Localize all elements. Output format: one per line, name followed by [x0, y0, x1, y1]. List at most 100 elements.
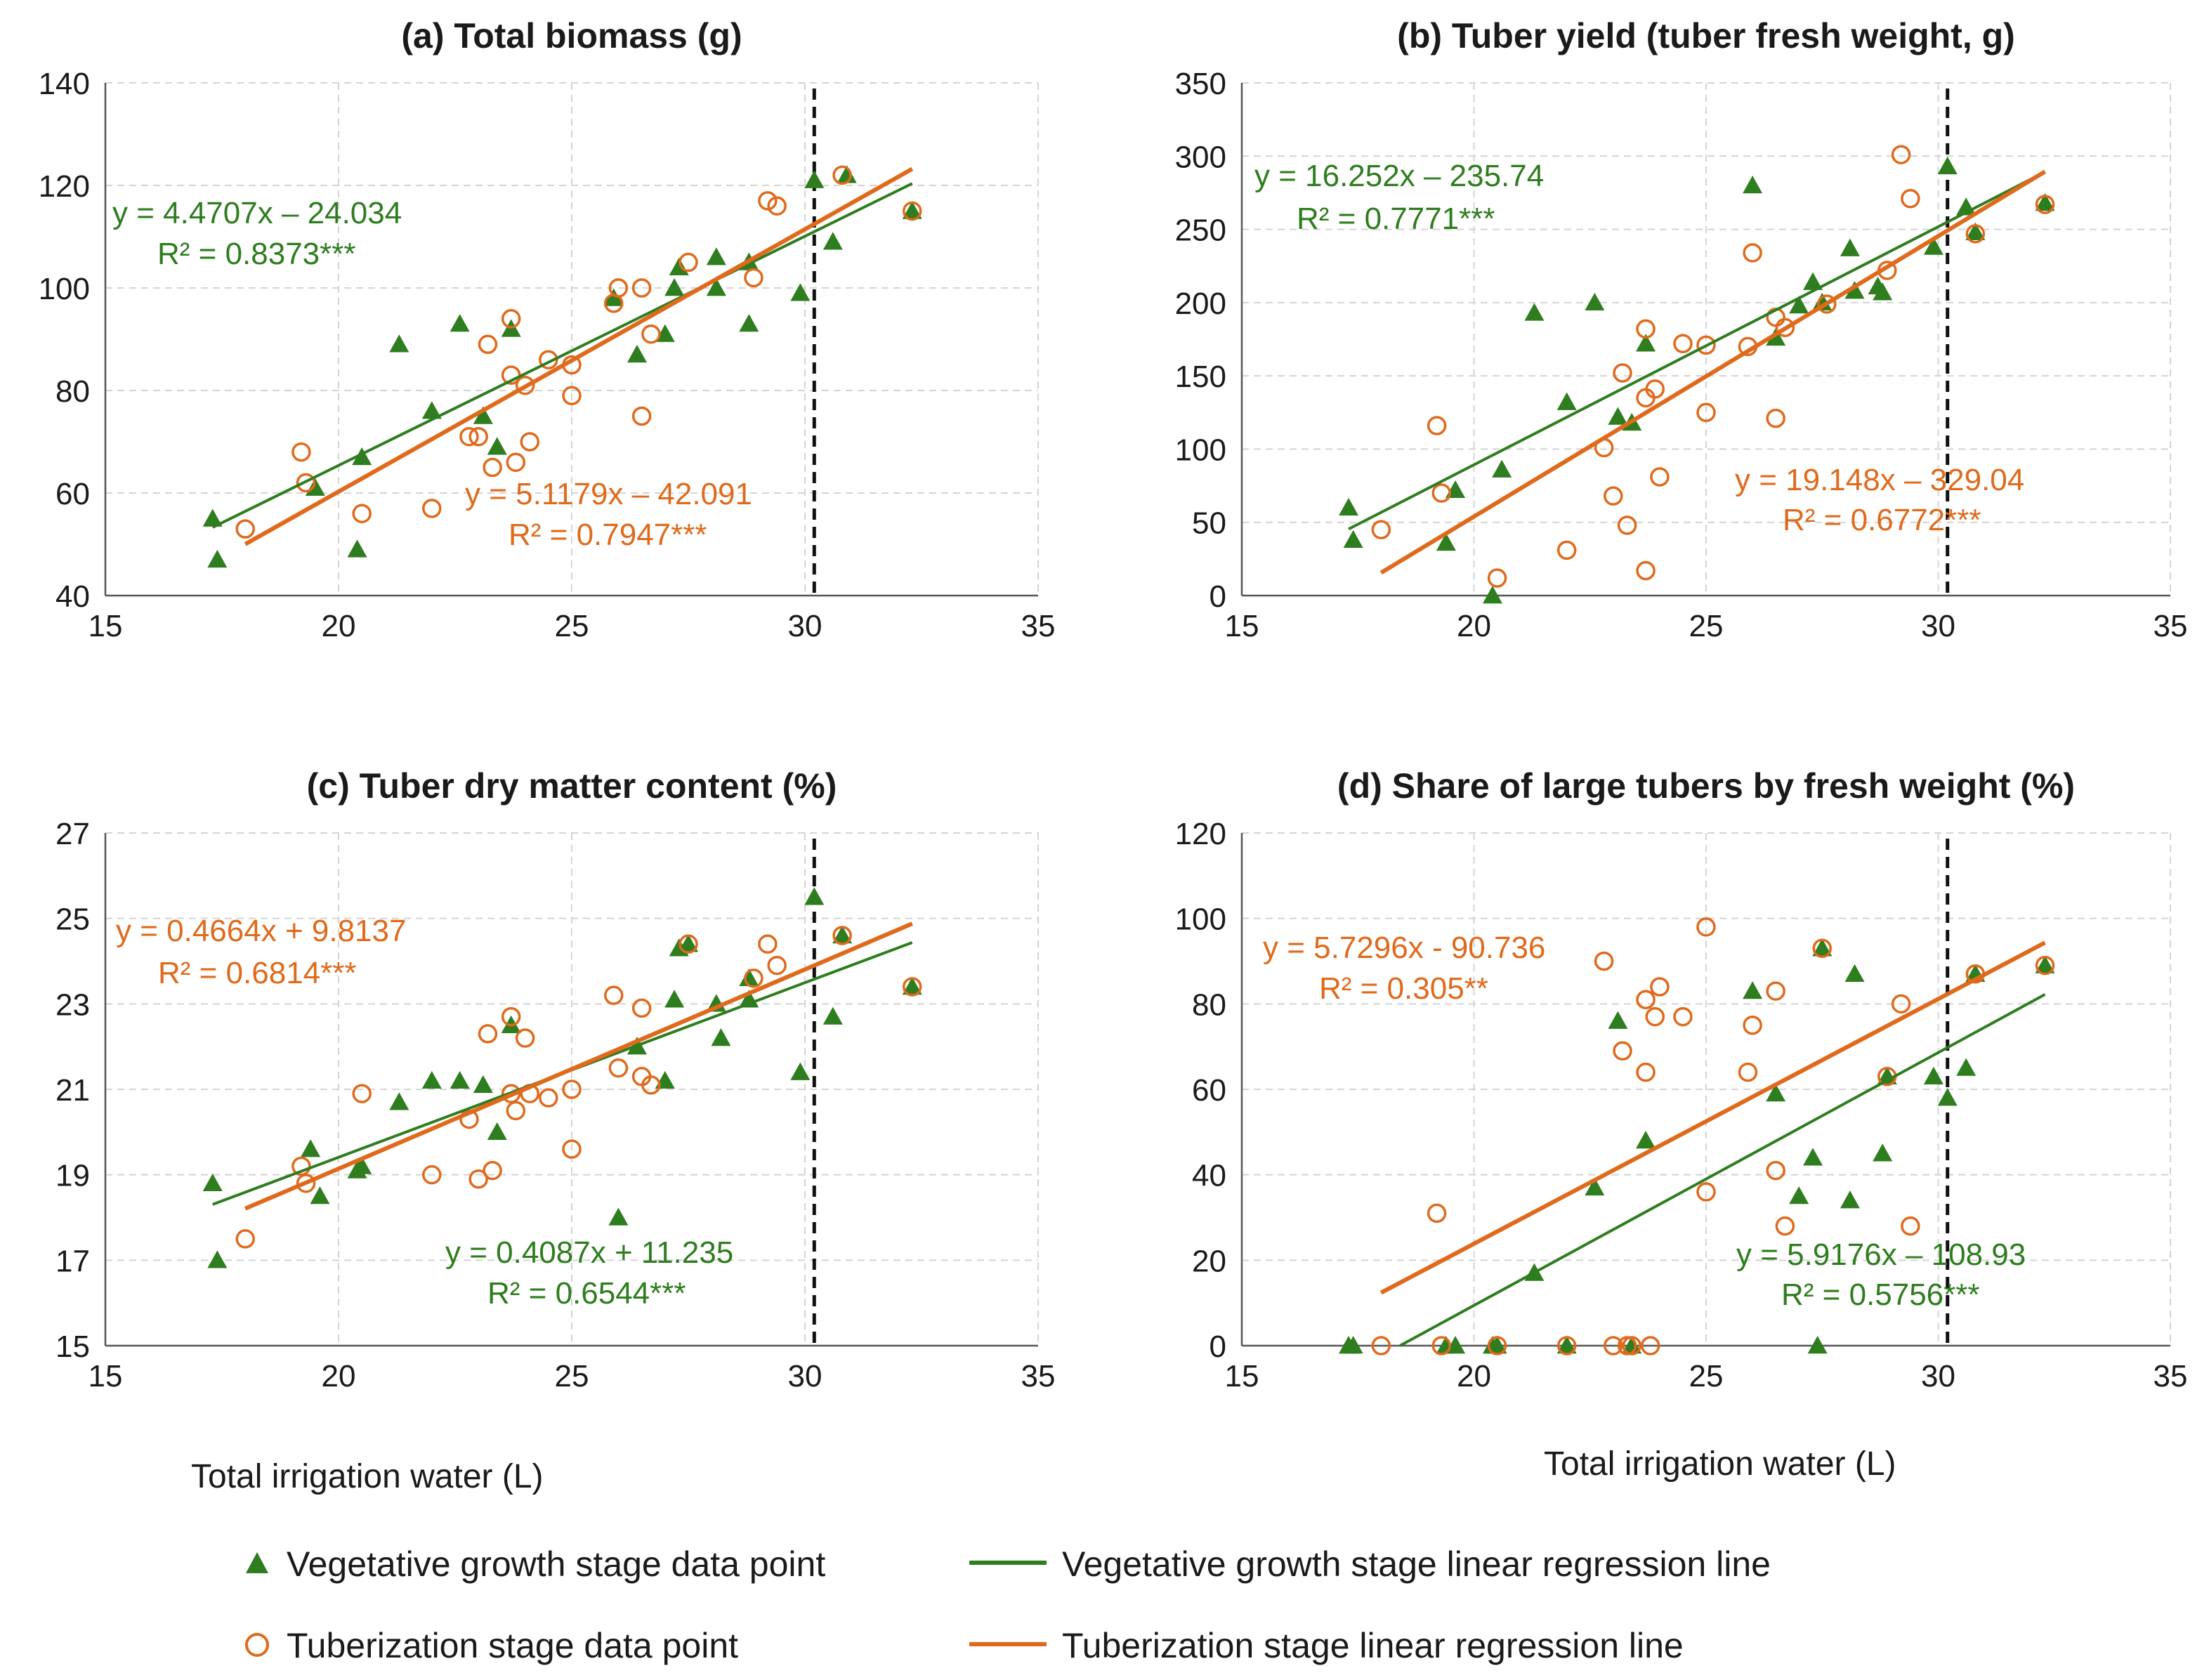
tub-data-point — [1696, 917, 1716, 937]
veg-r2: R² = 0.7771*** — [1297, 202, 1495, 236]
veg-data-point — [1743, 176, 1763, 194]
y-tick-label: 23 — [55, 987, 90, 1022]
tub-data-point — [1891, 994, 1911, 1014]
tub-data-point — [1901, 1216, 1920, 1236]
tub-data-point — [459, 426, 479, 447]
tub-data-point — [1696, 402, 1716, 423]
y-tick-label: 300 — [1175, 140, 1226, 174]
tub-data-point — [1636, 1062, 1656, 1082]
legend-veg-line — [969, 1561, 1047, 1565]
y-tick-label: 19 — [55, 1159, 90, 1193]
veg-data-point — [1937, 156, 1958, 175]
tub-data-point — [562, 1139, 582, 1159]
x-axis-title-left: Total irrigation water (L) — [191, 1458, 544, 1495]
tub-data-point — [1371, 1336, 1391, 1356]
x-tick-label: 35 — [1021, 1359, 1056, 1393]
tub-data-point — [1766, 981, 1785, 1001]
tub-data-point — [1775, 317, 1795, 338]
veg-data-point — [1844, 964, 1865, 982]
veg-data-point — [1339, 497, 1359, 516]
tub-data-point — [1696, 1182, 1716, 1202]
tub-data-point — [1650, 977, 1670, 997]
tub-data-point — [1766, 1160, 1785, 1181]
tub-data-point — [506, 452, 526, 472]
veg-data-point — [1807, 1336, 1828, 1354]
veg-data-point — [1812, 292, 1833, 311]
x-tick-label: 20 — [1457, 609, 1491, 643]
veg-data-point — [1556, 1336, 1577, 1354]
tub-data-point — [1594, 951, 1614, 971]
veg-data-point — [608, 1207, 629, 1226]
legend-tub-line-label: Tuberization stage linear regression lin… — [1062, 1626, 1684, 1665]
x-tick-label: 30 — [1921, 609, 1955, 643]
veg-data-point — [1636, 1131, 1656, 1149]
tub-data-point — [1427, 416, 1447, 435]
veg-data-point — [1844, 281, 1865, 299]
y-tick-label: 60 — [1192, 1073, 1226, 1108]
y-tick-label: 40 — [1192, 1159, 1226, 1193]
tub-data-point — [422, 499, 442, 518]
chart-panel-b: 0 50 100 150 200 250 300 350 15 20 25 30 35 (b) Tuber… — [1175, 16, 2188, 643]
tub-equation: y = 5.1179x – 42.091 — [465, 477, 752, 511]
legend-tub-line — [969, 1642, 1047, 1646]
tub-data-point — [1487, 568, 1507, 588]
tub-data-point — [1901, 189, 1920, 209]
tub-data-point — [478, 1024, 498, 1044]
tub-data-point — [296, 1174, 316, 1193]
y-tick-label: 80 — [55, 374, 90, 409]
y-tick-label: 200 — [1175, 287, 1226, 321]
y-tick-label: 40 — [55, 579, 90, 614]
veg-data-point — [389, 334, 409, 353]
x-tick-label: 25 — [555, 1359, 589, 1393]
x-tick-label: 30 — [788, 609, 822, 643]
y-tick-label: 140 — [39, 67, 90, 101]
veg-data-point — [706, 247, 726, 265]
tub-data-point — [744, 969, 763, 988]
tub-data-point — [1743, 1016, 1762, 1035]
tub-r2: R² = 0.6814*** — [158, 956, 357, 990]
veg-data-point — [1965, 222, 1986, 240]
tub-data-point — [1817, 294, 1837, 314]
y-tick-label: 100 — [39, 272, 90, 306]
veg-data-point — [1524, 303, 1545, 321]
veg-data-point — [1436, 532, 1456, 551]
tub-data-point — [506, 1101, 526, 1121]
x-tick-label: 30 — [1921, 1359, 1955, 1393]
veg-data-point — [1840, 238, 1860, 256]
y-tick-label: 250 — [1175, 214, 1226, 248]
chart-panel-d: 0 20 40 60 80 100 120 15 20 25 30 35 (d) Share of la… — [1175, 766, 2188, 1393]
tub-r2: R² = 0.7947*** — [509, 518, 707, 552]
veg-data-point — [1766, 1084, 1786, 1102]
legend-veg-point-label: Vegetative growth stage data point — [287, 1544, 826, 1584]
y-tick-label: 350 — [1175, 67, 1226, 101]
veg-data-point — [487, 1122, 507, 1141]
veg-r2: R² = 0.5756*** — [1781, 1278, 1980, 1312]
veg-data-point — [1803, 272, 1823, 290]
tub-data-point — [758, 191, 778, 211]
veg-data-point — [1873, 282, 1893, 301]
veg-data-point — [1743, 981, 1763, 999]
legend-veg-point-marker — [246, 1552, 268, 1573]
tub-data-point — [1696, 335, 1716, 355]
x-tick-label: 35 — [2154, 609, 2188, 643]
chart-panel-a: 40 60 80 100 120 140 15 20 25 30 35 (a) Total bioma… — [39, 16, 1056, 643]
veg-data-point — [822, 1006, 843, 1025]
tub-data-point — [679, 934, 698, 954]
veg-data-point — [389, 1092, 409, 1110]
veg-data-point — [837, 165, 857, 183]
tub-r2: R² = 0.305** — [1319, 971, 1488, 1006]
tub-data-point — [539, 350, 558, 369]
veg-data-point — [1812, 938, 1833, 957]
veg-regression-line — [211, 182, 913, 529]
x-tick-label: 30 — [788, 1359, 822, 1393]
veg-data-point — [1487, 1336, 1507, 1354]
tub-data-point — [1604, 486, 1623, 506]
veg-data-point — [711, 1028, 731, 1046]
veg-data-point — [1343, 530, 1363, 548]
veg-data-point — [421, 401, 442, 419]
legend-tub-point-label: Tuberization stage data point — [287, 1626, 739, 1665]
y-tick-label: 27 — [55, 817, 90, 851]
tub-regression-line — [244, 921, 913, 1211]
veg-data-point — [1608, 407, 1628, 425]
